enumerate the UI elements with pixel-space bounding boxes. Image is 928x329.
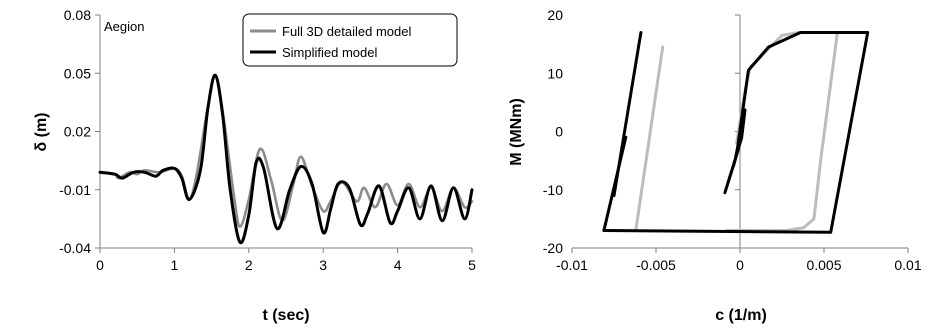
x-tick-label: -0.005 (636, 257, 676, 273)
black-loop-segment-2 (602, 135, 628, 232)
y-tick-label: -0.04 (59, 240, 91, 256)
black-loop-segment-1 (602, 31, 870, 234)
right-chart: -0.01 -0.005 0 0.005 0.01 -20 -10 0 10 20 c (1/m)… (508, 7, 922, 324)
annotation-label: Aegion (104, 19, 144, 34)
y-tick-label: -10 (543, 182, 563, 198)
x-tick-label: 1 (171, 257, 179, 273)
x-tick-label: 0 (96, 257, 104, 273)
legend-label-simplified: Simplified model (282, 45, 377, 60)
series-line-simplified (98, 73, 474, 245)
x-tick-label: 0 (736, 257, 744, 273)
x-axis-label: c (1/m) (715, 307, 767, 324)
x-tick-label: 2 (245, 257, 253, 273)
y-axis-label: M (MNm) (508, 98, 525, 166)
y-tick-label: -0.01 (59, 182, 91, 198)
legend-box (242, 13, 458, 67)
y-tick-label: 0.08 (64, 7, 91, 23)
y-axis-label: δ (m) (33, 112, 50, 151)
legend-label-full-3d: Full 3D detailed model (282, 24, 411, 39)
x-tick-label: 3 (319, 257, 327, 273)
x-tick-label: 4 (394, 257, 402, 273)
legend: Full 3D detailed model Simplified model (242, 13, 458, 67)
y-tick-label: -20 (543, 240, 563, 256)
x-axis-label: t (sec) (262, 307, 309, 324)
gray-loop-segment-0 (634, 45, 665, 232)
y-tick-label: 10 (547, 65, 563, 81)
y-tick-label: 0.02 (64, 124, 91, 140)
x-tick-label: -0.01 (556, 257, 588, 273)
x-tick-label: 5 (468, 257, 476, 273)
y-tick-label: 0.05 (64, 65, 91, 81)
y-tick-label: 0 (555, 124, 563, 140)
x-tick-label: 0.01 (894, 257, 921, 273)
left-chart: 0 1 2 3 4 5 -0.04 -0.01 0.02 0.05 0.08 Aegion Full… (33, 7, 476, 324)
x-tick-label: 0.005 (806, 257, 841, 273)
y-tick-label: 20 (547, 7, 563, 23)
